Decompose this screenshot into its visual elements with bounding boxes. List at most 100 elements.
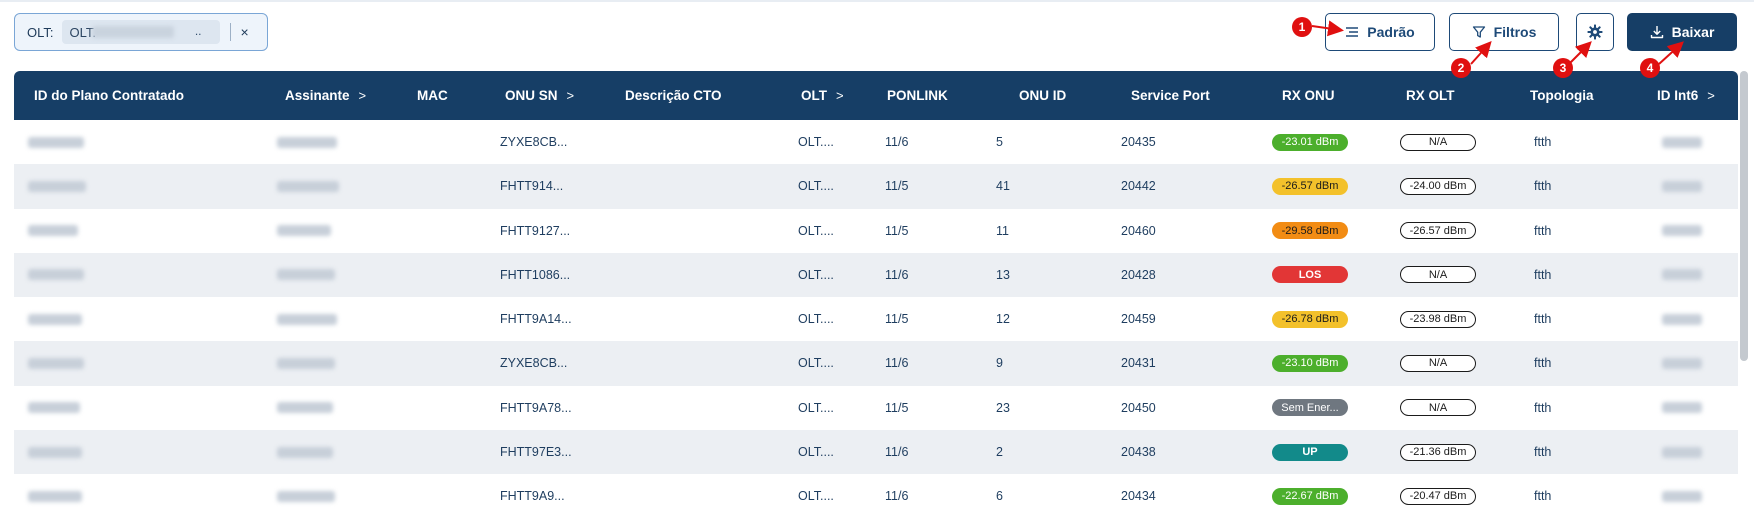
column-header-label: MAC [417,88,448,103]
table-row[interactable]: FHTT9127... OLT.... 11/5 11 20460 -29.58 dBm -… [14,209,1738,253]
subscriber-cell [277,430,333,474]
olt-value: OLT.... [798,268,834,282]
table-row[interactable]: FHTT1086... OLT.... 11/6 13 20428 LOS N/A ftth [14,253,1738,297]
service-port-value: 20460 [1121,224,1156,238]
rx-olt-cell: N/A [1400,253,1476,297]
col-onu-id-header: ONU ID [1019,71,1066,120]
service-port-value: 20450 [1121,401,1156,415]
rx-olt-badge: -20.47 dBm [1400,488,1476,505]
olt-value: OLT.... [798,445,834,459]
default-view-label: Padrão [1367,24,1414,40]
table-row[interactable]: ZYXE8CB... OLT.... 11/6 5 20435 -23.01 dBm N/A… [14,120,1738,164]
redacted-value [28,314,82,325]
onu-id-cell: 5 [996,120,1003,164]
redacted-value [1662,358,1702,369]
annotation-marker-4: 4 [1640,58,1660,78]
redacted-value [28,137,84,148]
service-port-value: 20435 [1121,135,1156,149]
col-int6-id-header[interactable]: ID Int6 > [1657,71,1715,120]
redacted-value [28,402,80,413]
chevron-right-icon[interactable]: > [1707,88,1715,103]
gear-icon [1587,24,1603,40]
redacted-value [277,402,333,413]
olt-value: OLT.... [798,356,834,370]
redacted-value [277,269,335,280]
col-subscriber-header[interactable]: Assinante > [285,71,366,120]
rx-olt-badge: -24.00 dBm [1400,178,1476,195]
olt-cell: OLT.... [798,164,834,208]
settings-button[interactable] [1576,13,1614,51]
rx-olt-cell: -24.00 dBm [1400,164,1476,208]
rx-onu-status-badge: -29.58 dBm [1272,222,1348,239]
olt-cell: OLT.... [798,297,834,341]
ponlink-cell: 11/5 [885,386,908,430]
subscriber-cell [277,164,339,208]
column-header-label: RX ONU [1282,88,1335,103]
int6-id-cell [1662,164,1702,208]
onu-sn-value: ZYXE8CB... [500,135,567,149]
table-row[interactable]: FHTT914... OLT.... 11/5 41 20442 -26.57 dBm -2… [14,164,1738,208]
chevron-right-icon[interactable]: > [359,88,367,103]
remove-filter-button[interactable]: × [241,24,249,40]
rx-olt-badge: N/A [1400,355,1476,372]
annotation-marker-3: 3 [1553,58,1573,78]
olt-value: OLT.... [798,135,834,149]
int6-id-cell [1662,120,1702,164]
topology-value: ftth [1534,401,1551,415]
table-row[interactable]: ZYXE8CB... OLT.... 11/6 9 20431 -23.10 dBm N/A… [14,341,1738,385]
col-olt-header[interactable]: OLT > [801,71,844,120]
chevron-right-icon[interactable]: > [567,88,575,103]
rx-onu-cell: -29.58 dBm [1272,209,1348,253]
default-view-button[interactable]: Padrão [1325,13,1435,51]
topology-value: ftth [1534,312,1551,326]
olt-cell: OLT.... [798,120,834,164]
rx-olt-badge: -23.98 dBm [1400,311,1476,328]
table-row[interactable]: FHTT9A9... OLT.... 11/6 6 20434 -22.67 dBm -20… [14,474,1738,518]
chevron-right-icon[interactable]: > [836,88,844,103]
col-onu-sn-header[interactable]: ONU SN > [505,71,574,120]
onu-sn-cell: FHTT9A9... [500,474,565,518]
table-row[interactable]: FHTT97E3... OLT.... 11/6 2 20438 UP -21.36 dBm… [14,430,1738,474]
onu-id-value: 11 [996,224,1009,238]
onu-id-value: 2 [996,445,1003,459]
rx-onu-cell: -23.10 dBm [1272,341,1348,385]
filter-chip-value: OLT. .. [62,20,220,44]
int6-id-cell [1662,341,1702,385]
onu-id-value: 13 [996,268,1010,282]
col-rx-onu-header: RX ONU [1282,71,1335,120]
col-plan-id-header: ID do Plano Contratado [34,71,184,120]
onu-id-value: 12 [996,312,1010,326]
int6-id-cell [1662,474,1702,518]
onu-sn-value: FHTT9A9... [500,489,565,503]
onu-id-cell: 23 [996,386,1010,430]
filters-button[interactable]: Filtros [1449,13,1559,51]
download-button[interactable]: Baixar [1627,13,1737,51]
rx-onu-cell: Sem Ener... [1272,386,1348,430]
vertical-scrollbar[interactable] [1740,71,1748,361]
olt-value: OLT.... [798,224,834,238]
service-port-cell: 20442 [1121,164,1156,208]
subscriber-cell [277,120,337,164]
onu-id-value: 23 [996,401,1010,415]
ponlink-value: 11/5 [885,224,908,238]
plan-id-cell [28,120,84,164]
subscriber-cell [277,386,333,430]
redacted-value [277,314,337,325]
plan-id-cell [28,209,78,253]
onu-sn-value: FHTT914... [500,179,563,193]
topology-cell: ftth [1534,209,1551,253]
service-port-cell: 20434 [1121,474,1156,518]
rx-onu-cell: -23.01 dBm [1272,120,1348,164]
table-row[interactable]: FHTT9A78... OLT.... 11/5 23 20450 Sem Ener...… [14,386,1738,430]
ponlink-value: 11/6 [885,135,908,149]
table-row[interactable]: FHTT9A14... OLT.... 11/5 12 20459 -26.78 dBm -… [14,297,1738,341]
active-filter-chip[interactable]: OLT: OLT. .. × [14,13,268,51]
ponlink-cell: 11/5 [885,164,908,208]
plan-id-cell [28,341,84,385]
subscriber-cell [277,474,335,518]
subscriber-cell [277,209,331,253]
ponlink-value: 11/6 [885,489,908,503]
service-port-value: 20431 [1121,356,1156,370]
rx-olt-cell: N/A [1400,386,1476,430]
rx-olt-badge: -26.57 dBm [1400,222,1476,239]
